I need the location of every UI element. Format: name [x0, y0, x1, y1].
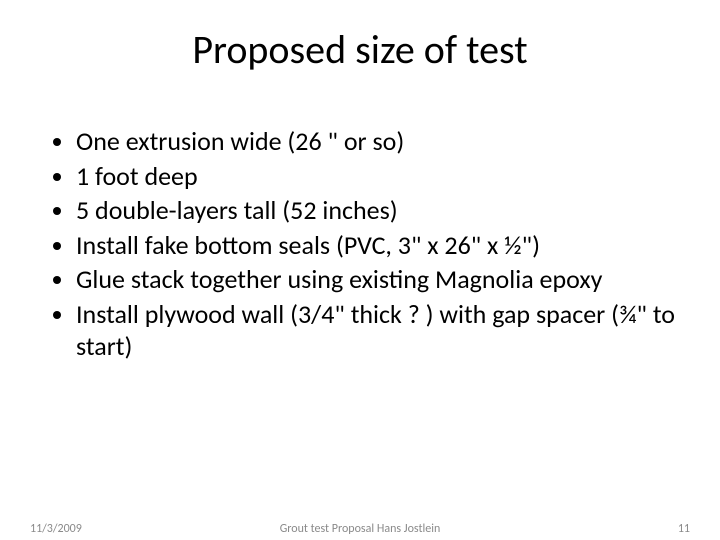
footer-center: Grout test Proposal Hans Jostlein: [0, 522, 720, 536]
bullet-list: One extrusion wide (26 " or so) 1 foot d…: [48, 125, 680, 363]
slide-title: Proposed size of test: [0, 25, 720, 74]
bullet-item: 5 double-layers tall (52 inches): [76, 194, 680, 227]
footer-page-number: 11: [678, 522, 690, 536]
bullet-item: Glue stack together using existing Magno…: [76, 263, 680, 296]
slide-body: One extrusion wide (26 " or so) 1 foot d…: [48, 125, 680, 365]
bullet-item: One extrusion wide (26 " or so): [76, 125, 680, 158]
bullet-item: Install fake bottom seals (PVC, 3" x 26"…: [76, 229, 680, 262]
bullet-item: Install plywood wall (3/4" thick ? ) wit…: [76, 298, 680, 363]
slide: Proposed size of test One extrusion wide…: [0, 0, 720, 540]
bullet-item: 1 foot deep: [76, 160, 680, 193]
